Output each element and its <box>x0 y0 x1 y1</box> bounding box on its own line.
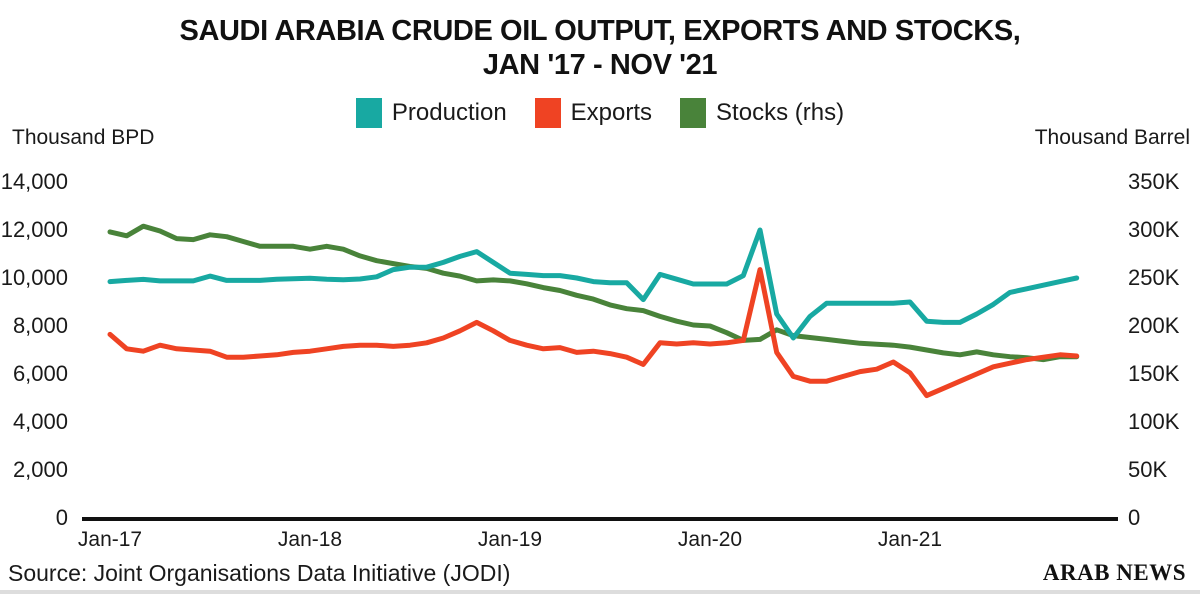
x-axis-baseline <box>82 517 1118 521</box>
x-axis-tick-jan-21: Jan-21 <box>877 528 943 551</box>
left-axis-tick-14000: 14,000 <box>0 169 68 194</box>
legend-swatch-stocks-icon <box>680 98 707 128</box>
legend-label-production: Production <box>391 99 507 126</box>
left-axis-tick-0: 0 <box>55 505 68 530</box>
x-axis-tick-jan-17: Jan-17 <box>77 528 143 551</box>
left-axis-tick-4000: 4,000 <box>12 409 68 434</box>
x-axis-tick-jan-20: Jan-20 <box>677 528 743 551</box>
left-axis-tick-10000: 10,000 <box>0 265 68 290</box>
right-axis-tick-350000: 350K <box>1128 169 1180 194</box>
right-axis-tick-50000: 50K <box>1128 457 1168 482</box>
chart-legend: Production Exports Stocks (rhs) <box>0 98 1200 128</box>
legend-swatch-production-icon <box>355 98 382 128</box>
right-axis-tick-200000: 200K <box>1128 313 1180 338</box>
right-axis-tick-250000: 250K <box>1128 265 1180 290</box>
legend-label-stocks: Stocks (rhs) <box>716 99 845 126</box>
left-axis-tick-12000: 12,000 <box>0 217 68 242</box>
chart-title-line-1: SAUDI ARABIA CRUDE OIL OUTPUT, EXPORTS A… <box>179 15 1021 47</box>
publisher-logo: ARAB NEWS <box>1042 560 1186 585</box>
chart-title: SAUDI ARABIA CRUDE OIL OUTPUT, EXPORTS A… <box>0 14 1200 82</box>
right-axis-tick-150000: 150K <box>1128 361 1180 386</box>
right-axis-tick-100000: 100K <box>1128 409 1180 434</box>
left-axis-tick-6000: 6,000 <box>12 361 68 386</box>
left-axis-unit-label: Thousand BPD <box>12 126 155 149</box>
x-axis-tick-jan-18: Jan-18 <box>277 528 343 551</box>
legend-item-production[interactable]: Production <box>355 98 507 128</box>
source-note: Source: Joint Organisations Data Initiat… <box>8 560 511 586</box>
legend-item-exports[interactable]: Exports <box>534 98 653 128</box>
chart-title-line-2: JAN '17 - NOV '21 <box>482 49 718 81</box>
series-line-production <box>107 227 1080 341</box>
right-axis-tick-0: 0 <box>1128 505 1141 530</box>
legend-item-stocks[interactable]: Stocks (rhs) <box>680 98 844 128</box>
x-axis-tick-jan-19: Jan-19 <box>477 528 543 551</box>
legend-swatch-exports-icon <box>534 98 561 128</box>
left-axis-tick-2000: 2,000 <box>12 457 68 482</box>
right-axis-tick-300000: 300K <box>1128 217 1180 242</box>
series-line-exports <box>107 267 1080 399</box>
legend-label-exports: Exports <box>570 99 653 126</box>
series-line-stocks <box>107 223 1080 363</box>
footer-divider <box>0 590 1200 594</box>
right-axis-unit-label: Thousand Barrel <box>1034 126 1190 149</box>
left-axis-tick-8000: 8,000 <box>12 313 68 338</box>
